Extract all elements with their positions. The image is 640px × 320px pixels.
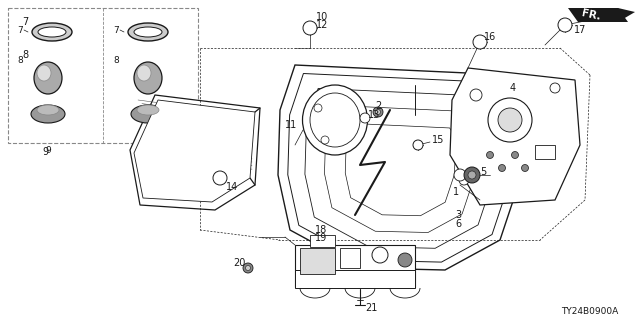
Text: 14: 14 [226,182,238,192]
Ellipse shape [31,105,65,123]
Text: 1: 1 [453,187,459,197]
Bar [8,8,198,143]
Ellipse shape [34,62,62,94]
Text: 6: 6 [455,219,461,229]
Circle shape [373,107,383,117]
Text: 21: 21 [365,303,378,313]
Polygon shape [278,65,525,270]
Circle shape [243,263,253,273]
Text: 15: 15 [432,135,444,145]
Ellipse shape [37,65,51,81]
Polygon shape [618,8,635,22]
Circle shape [468,171,476,179]
Circle shape [398,253,412,267]
Text: FR.: FR. [580,8,602,22]
Text: 4: 4 [510,83,516,93]
Circle shape [499,164,506,172]
Bar [295,245,415,287]
Bar [295,270,415,288]
Circle shape [550,83,560,93]
Text: 18: 18 [315,225,327,235]
Polygon shape [450,68,580,205]
Ellipse shape [137,65,151,81]
Polygon shape [130,95,260,210]
Ellipse shape [37,105,59,115]
Bar [310,235,335,247]
Circle shape [454,169,466,181]
Circle shape [303,21,317,35]
Circle shape [558,18,572,32]
Circle shape [486,151,493,158]
Bar [340,248,360,268]
Bar [535,145,555,159]
Circle shape [321,136,329,144]
Circle shape [213,171,227,185]
Circle shape [246,266,250,270]
Ellipse shape [303,85,367,155]
Text: 9: 9 [42,147,48,157]
Circle shape [459,175,469,185]
Text: 3: 3 [455,210,461,220]
Text: 7: 7 [113,26,119,35]
Ellipse shape [32,23,72,41]
Text: 11: 11 [285,120,297,130]
Text: 10: 10 [316,12,328,22]
Text: 5: 5 [480,167,486,177]
Text: 12: 12 [316,20,328,30]
Circle shape [376,109,381,115]
Text: 8: 8 [22,50,28,60]
Ellipse shape [131,105,165,123]
Text: 9: 9 [45,146,51,155]
Circle shape [488,98,532,142]
Circle shape [473,35,487,49]
Circle shape [511,151,518,158]
Circle shape [464,167,480,183]
Ellipse shape [38,27,66,37]
Ellipse shape [134,62,162,94]
Polygon shape [134,100,255,202]
Circle shape [498,108,522,132]
Bar [300,248,335,274]
Ellipse shape [134,27,162,37]
Text: 16: 16 [484,32,496,42]
Text: 8: 8 [17,55,23,65]
Text: 20: 20 [233,258,245,268]
Text: TY24B0900A: TY24B0900A [561,308,619,316]
Ellipse shape [128,23,168,41]
Circle shape [470,89,482,101]
Circle shape [314,104,322,112]
Circle shape [522,164,529,172]
Text: 13: 13 [368,110,380,120]
Polygon shape [568,8,628,22]
Ellipse shape [137,105,159,115]
Circle shape [372,247,388,263]
Text: 8: 8 [113,55,119,65]
Text: 17: 17 [574,25,586,35]
Circle shape [360,113,370,123]
Circle shape [413,140,423,150]
Text: 7: 7 [17,26,23,35]
Text: 2: 2 [375,101,381,111]
Text: 19: 19 [315,233,327,243]
Text: 7: 7 [22,17,28,27]
